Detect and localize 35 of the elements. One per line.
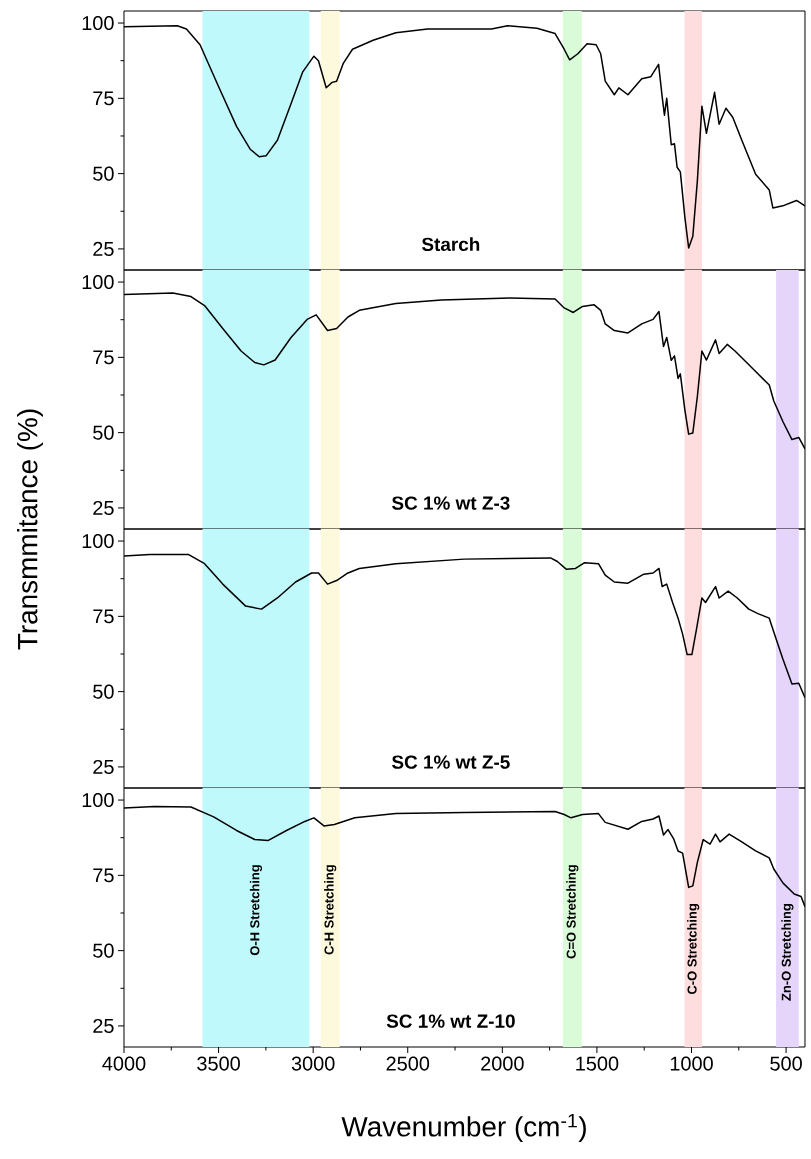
y-tick-label: 25	[93, 500, 114, 515]
x-axis-title: Wavenumber (cm$^{-1}$)	[341, 1113, 586, 1143]
annotation: SC 1% wt Z-3	[391, 496, 510, 510]
band-label: C-H Stretching	[324, 865, 337, 955]
annotation: SC 1% wt Z-5	[391, 755, 510, 769]
y-tick-label: 100	[82, 534, 114, 549]
x-tick-label: 4000	[102, 1056, 146, 1071]
x-tick-label: 3000	[291, 1056, 335, 1071]
x-tick-label: 3500	[197, 1056, 240, 1071]
y-tick-label: 25	[93, 1018, 114, 1033]
band-label: C=O Stretching	[566, 865, 579, 959]
y-tick-label: 50	[93, 166, 114, 181]
y-tick-label: 50	[93, 684, 114, 699]
y-tick-label: 75	[93, 609, 114, 624]
y-tick-label: 75	[93, 91, 114, 106]
y-tick-label: 75	[93, 350, 114, 365]
x-tick-label: 500	[770, 1056, 802, 1071]
x-tick-label: 1500	[576, 1056, 619, 1071]
x-tick-label: 1000	[670, 1056, 713, 1071]
y-tick-label: 50	[93, 943, 114, 958]
annotation: Starch	[421, 237, 480, 252]
y-axis-title: Transmmitance (%)	[17, 409, 43, 650]
x-tick-label: 2000	[481, 1056, 524, 1071]
y-tick-label: 100	[82, 275, 114, 290]
y-tick-label: 50	[93, 425, 114, 440]
x-tick-label: 2500	[386, 1056, 430, 1071]
band-label: Zn-O Stretching	[781, 904, 794, 1001]
y-tick-label: 25	[93, 241, 114, 256]
y-tick-label: 100	[82, 793, 114, 808]
band-label: O-H Stretching	[249, 865, 263, 956]
y-tick-label: 75	[93, 868, 114, 883]
y-tick-label: 25	[93, 759, 114, 774]
annotation: SC 1% wt Z-10	[386, 1014, 515, 1028]
band-label: C-O Stretching	[687, 904, 700, 995]
y-tick-label: 100	[82, 16, 114, 31]
